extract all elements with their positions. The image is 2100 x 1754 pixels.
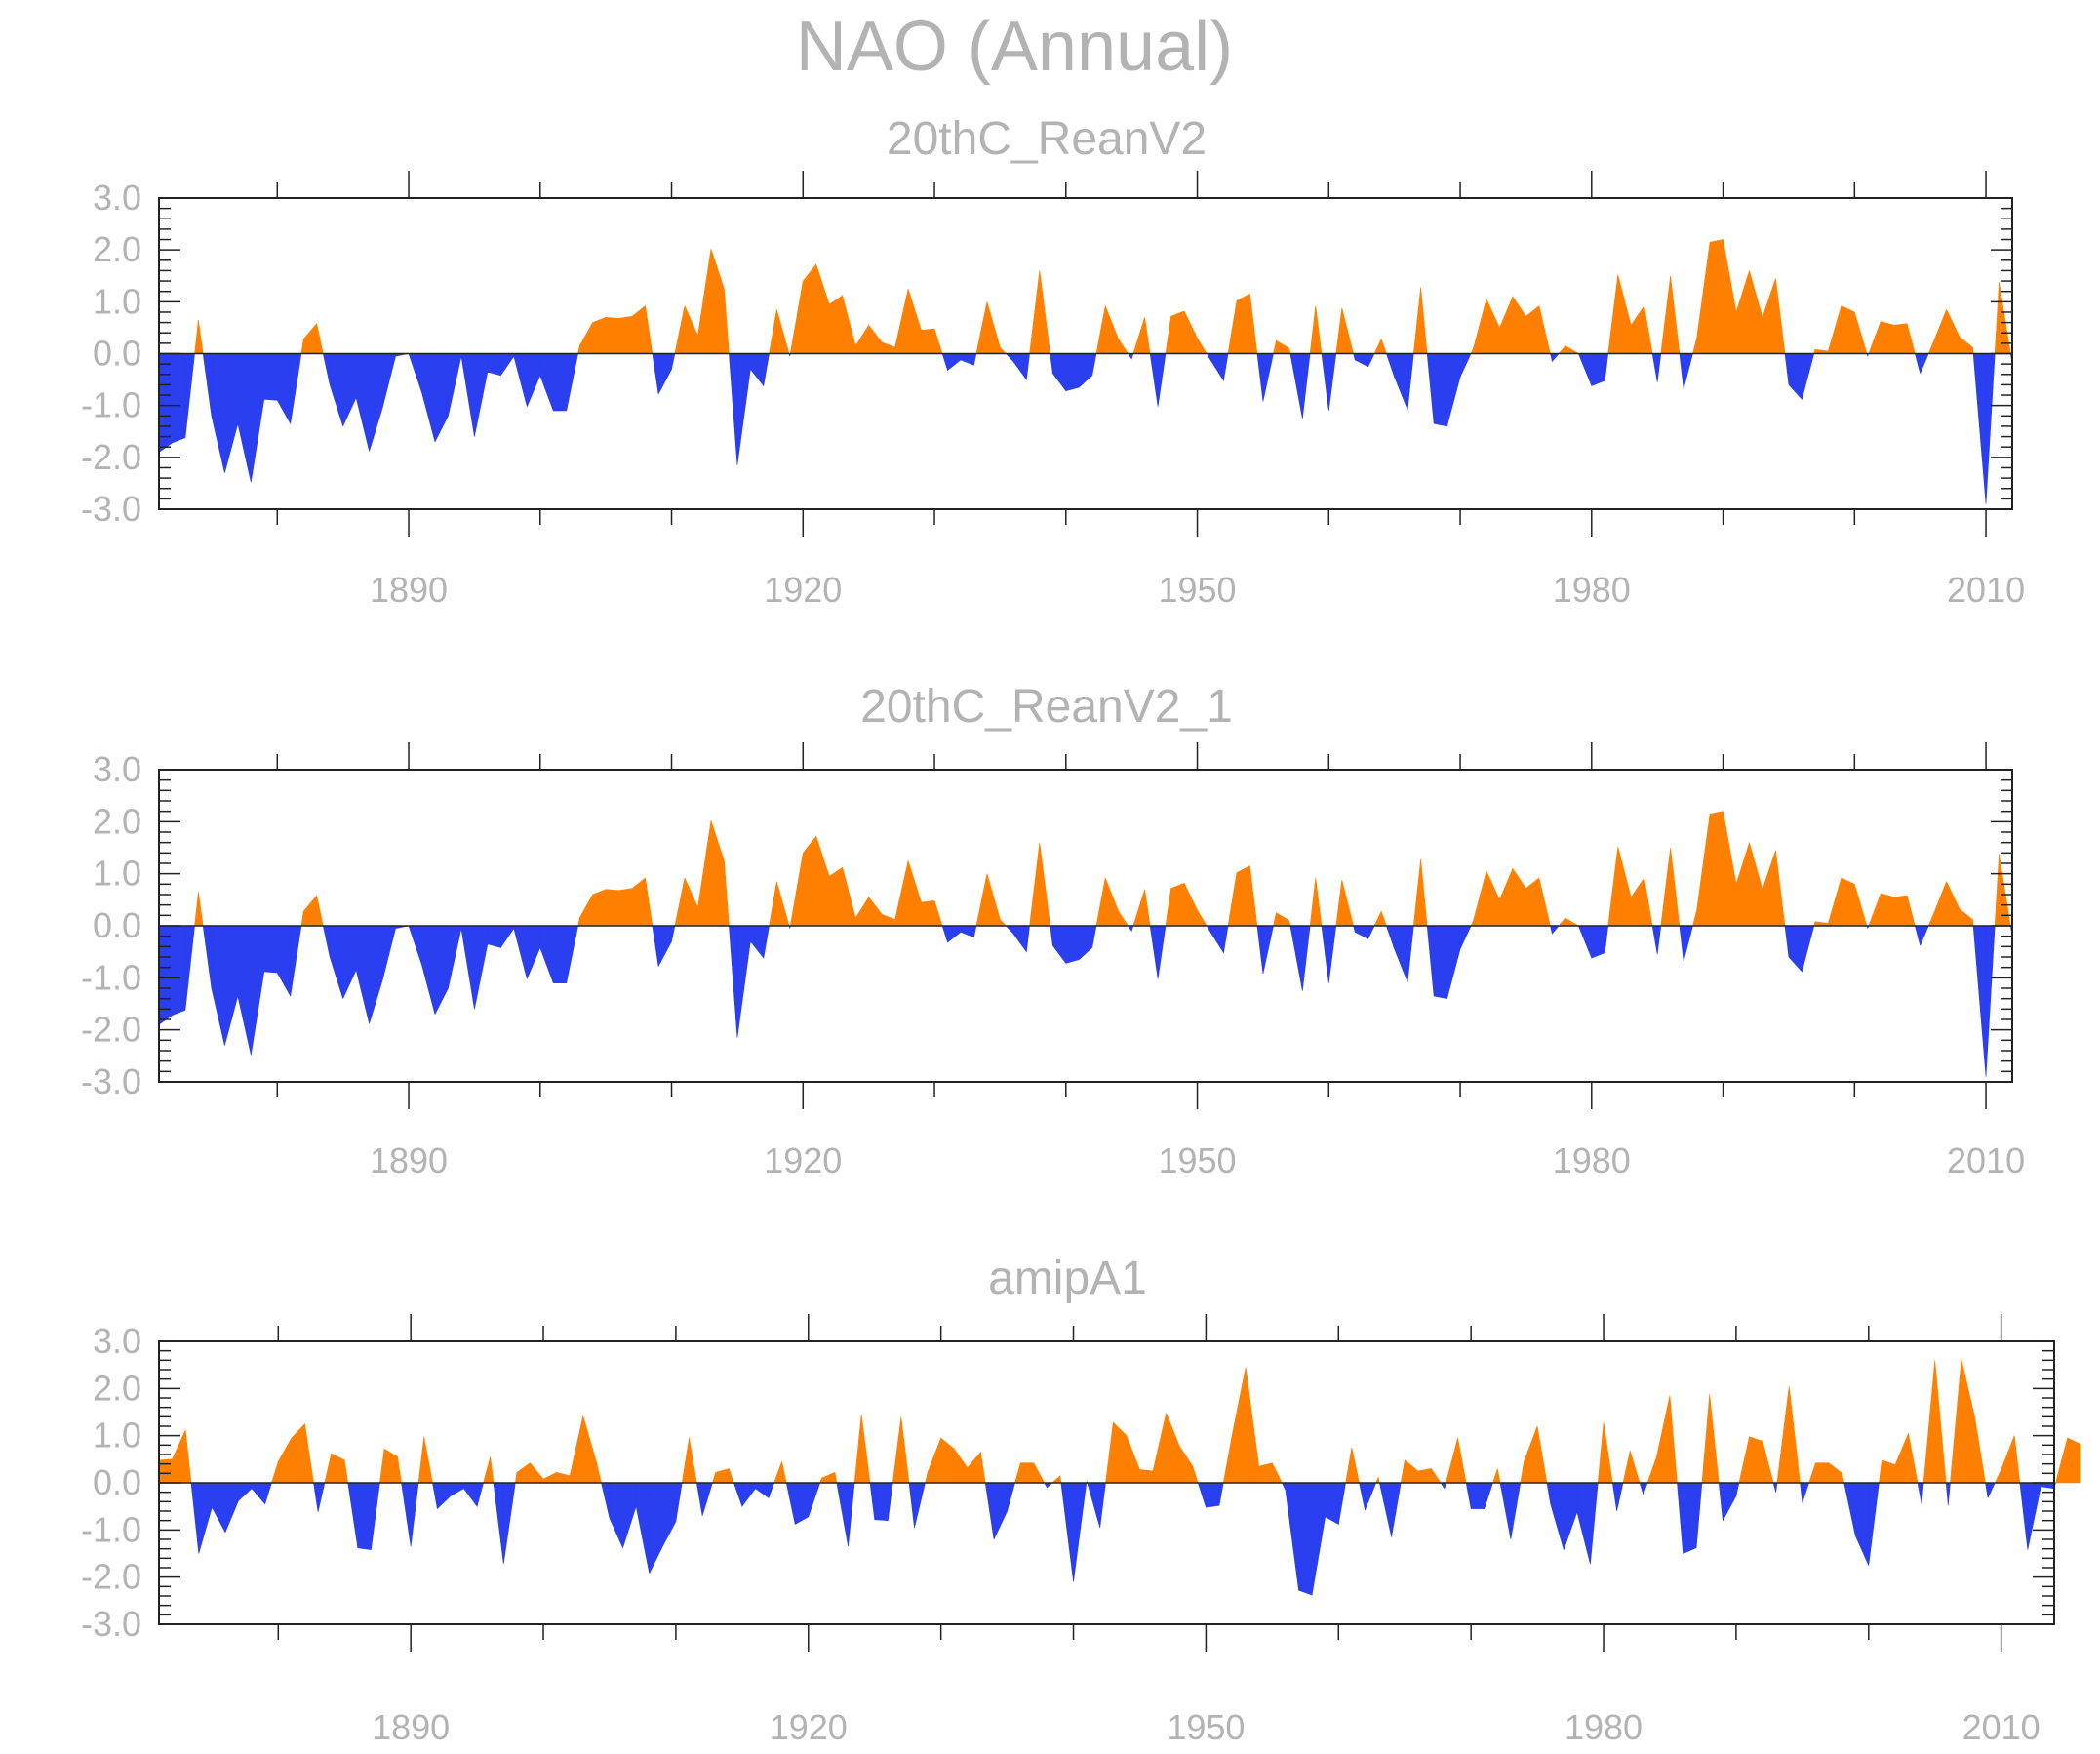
- panel-title: 20thC_ReanV2_1: [860, 681, 1233, 733]
- y-tick-label: -1.0: [81, 1509, 141, 1549]
- x-tick-label: 1950: [1167, 1707, 1245, 1747]
- x-tick-label: 1950: [1158, 570, 1236, 610]
- y-tick-label: -3.0: [81, 1061, 141, 1101]
- y-tick-label: -2.0: [81, 437, 141, 477]
- y-tick-label: 0.0: [93, 334, 141, 374]
- y-tick-label: -1.0: [81, 957, 141, 997]
- y-tick-label: 0.0: [93, 1462, 141, 1502]
- y-tick-label: 3.0: [93, 1321, 141, 1361]
- figure-title: NAO (Annual): [796, 8, 1233, 86]
- y-tick-label: 2.0: [93, 801, 141, 841]
- panel-0: 20thC_ReanV2 3.0 2.0 1.0 0.0 -1.0 -2.0 -3.0 1890…: [81, 113, 2025, 610]
- negative-area: [190, 1482, 2056, 1596]
- negative-area: [158, 353, 2013, 504]
- y-tick-label: 1.0: [93, 1415, 141, 1455]
- panel-1: 20thC_ReanV2_1 3.0 2.0 1.0 0.0 -1.0 -2.0 -3.0 18…: [81, 681, 2025, 1180]
- x-tick-label: 1920: [764, 1140, 842, 1180]
- y-tick-label: 3.0: [93, 178, 141, 218]
- x-tick-label: 1920: [770, 1707, 848, 1747]
- y-tick-label: -3.0: [81, 1604, 141, 1644]
- panel-title: amipA1: [988, 1253, 1147, 1304]
- x-tick-label: 1890: [370, 570, 448, 610]
- y-tick-label: 3.0: [93, 749, 141, 789]
- x-tick-label: 1890: [372, 1707, 450, 1747]
- x-tick-label: 1890: [370, 1140, 448, 1180]
- x-tick-label: 1920: [764, 570, 842, 610]
- x-tick-label: 2010: [1947, 1140, 2025, 1180]
- y-tick-label: 1.0: [93, 281, 141, 321]
- y-tick-label: -2.0: [81, 1557, 141, 1597]
- negative-area: [158, 925, 2013, 1077]
- x-tick-label: 1980: [1553, 1140, 1631, 1180]
- y-tick-label: 1.0: [93, 854, 141, 894]
- y-tick-label: 2.0: [93, 229, 141, 269]
- x-tick-label: 2010: [1947, 570, 2025, 610]
- x-tick-label: 2010: [1962, 1707, 2041, 1747]
- x-tick-label: 1950: [1158, 1140, 1236, 1180]
- positive-area: [194, 811, 2011, 927]
- y-tick-label: -2.0: [81, 1010, 141, 1050]
- y-tick-label: 0.0: [93, 905, 141, 945]
- positive-area: [194, 239, 2011, 354]
- panel-title: 20thC_ReanV2: [887, 113, 1207, 165]
- y-tick-label: -1.0: [81, 385, 141, 425]
- x-tick-label: 1980: [1553, 570, 1631, 610]
- y-tick-label: -3.0: [81, 489, 141, 529]
- y-tick-label: 2.0: [93, 1368, 141, 1408]
- panel-2: amipA1 3.0 2.0 1.0 0.0 -1.0 -2.0 -3.0 1890 1920 19…: [81, 1253, 2081, 1747]
- positive-area: [158, 1359, 2081, 1484]
- x-tick-label: 1980: [1565, 1707, 1643, 1747]
